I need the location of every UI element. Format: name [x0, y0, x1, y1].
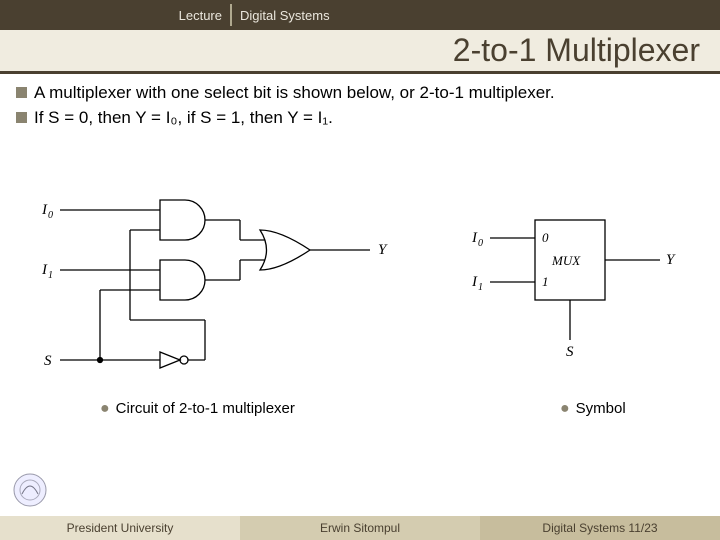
bullet-square-icon: [16, 112, 27, 123]
course-name: Digital Systems: [230, 4, 330, 26]
university-logo: [12, 472, 48, 508]
bullet-item: If S = 0, then Y = I₀, if S = 1, then Y …: [16, 107, 704, 128]
svg-text:Y: Y: [666, 252, 676, 268]
svg-text:S: S: [566, 344, 574, 360]
mux-label: MUX: [551, 253, 581, 268]
diagram-row: I0 I1 S Y I0 I1 0 1 MUX Y S: [0, 180, 720, 400]
slide: Lecture Digital Systems 2-to-1 Multiplex…: [0, 0, 720, 540]
circuit-caption-text: Circuit of 2-to-1 multiplexer: [116, 400, 295, 417]
svg-text:1: 1: [542, 274, 549, 289]
lecture-label: Lecture: [0, 8, 230, 23]
svg-text:I: I: [41, 262, 48, 278]
bullet-text: A multiplexer with one select bit is sho…: [34, 82, 555, 103]
svg-text:Y: Y: [378, 242, 388, 258]
svg-text:I: I: [471, 230, 478, 246]
svg-text:0: 0: [48, 210, 53, 221]
svg-text:1: 1: [478, 282, 483, 293]
header-bar: Lecture Digital Systems: [0, 0, 720, 30]
svg-text:0: 0: [542, 230, 549, 245]
body-area: A multiplexer with one select bit is sho…: [16, 82, 704, 133]
bullet-item: A multiplexer with one select bit is sho…: [16, 82, 704, 103]
svg-text:0: 0: [478, 238, 483, 249]
page-title: 2-to-1 Multiplexer: [453, 32, 700, 69]
bullet-square-icon: [16, 87, 27, 98]
svg-text:I: I: [41, 202, 48, 218]
title-bar: 2-to-1 Multiplexer: [0, 30, 720, 74]
footer-left: President University: [0, 516, 240, 540]
svg-text:I: I: [471, 274, 478, 290]
bullet-text: If S = 0, then Y = I₀, if S = 1, then Y …: [34, 107, 333, 128]
svg-text:1: 1: [48, 270, 53, 281]
footer-center: Erwin Sitompul: [240, 516, 480, 540]
symbol-caption: ●Symbol: [560, 400, 626, 418]
symbol-diagram: I0 I1 0 1 MUX Y S: [450, 190, 690, 390]
circuit-diagram: I0 I1 S Y: [30, 180, 430, 400]
footer-right: Digital Systems 11/23: [480, 516, 720, 540]
symbol-caption-text: Symbol: [576, 400, 626, 417]
svg-text:S: S: [44, 353, 52, 369]
circuit-caption: ●Circuit of 2-to-1 multiplexer: [100, 400, 295, 418]
footer: President University Erwin Sitompul Digi…: [0, 516, 720, 540]
